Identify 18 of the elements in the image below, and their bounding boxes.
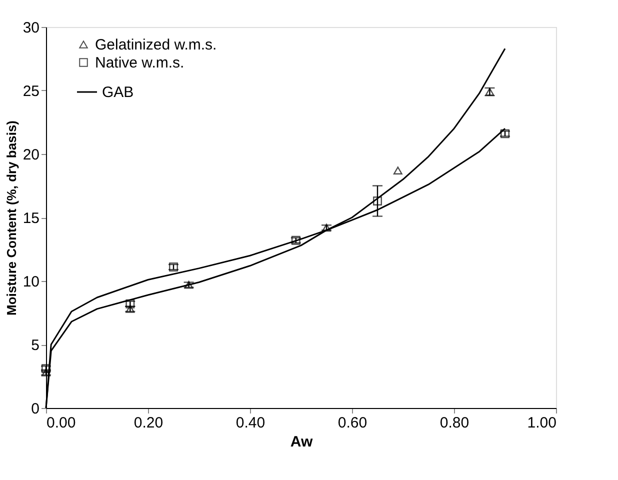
- y-tick-label: 10: [22, 274, 40, 290]
- x-tick-label: 0.00: [46, 414, 76, 432]
- legend-label: Native w.m.s.: [95, 54, 184, 72]
- legend-label: Gelatinized w.m.s.: [95, 36, 217, 54]
- x-axis-title: Aw: [290, 434, 313, 450]
- x-tick-label: 1.00: [527, 414, 556, 432]
- y-tick-label: 20: [22, 146, 40, 164]
- x-tick-label: 0.20: [134, 414, 164, 432]
- y-tick-label: 0: [31, 400, 40, 418]
- y-axis-title: Moisture Content (%, dry basis): [4, 120, 19, 316]
- y-tick-label: 30: [22, 20, 40, 36]
- y-tick-label: 25: [22, 83, 40, 100]
- y-tick-label: 15: [22, 210, 40, 227]
- x-tick-label: 0.80: [440, 414, 470, 432]
- y-tick-label: 5: [31, 337, 40, 354]
- legend-label: GAB: [102, 84, 134, 101]
- x-tick-label: 0.60: [338, 414, 368, 432]
- x-tick-label: 0.40: [236, 414, 266, 432]
